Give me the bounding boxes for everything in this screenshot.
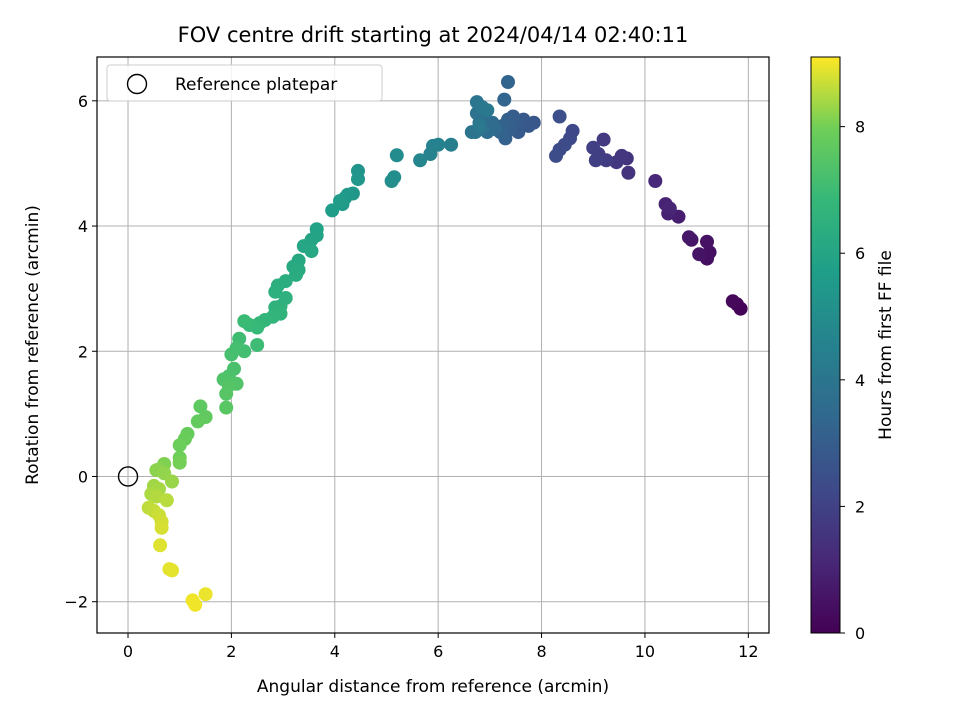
data-point <box>384 174 399 188</box>
data-point <box>552 109 567 124</box>
data-point <box>480 103 495 118</box>
plot-frame <box>96 56 770 634</box>
data-point <box>692 247 707 262</box>
data-point <box>549 148 563 163</box>
y-tick-label: 2 <box>78 342 88 361</box>
y-axis-label: Rotation from reference (arcmin) <box>23 205 43 485</box>
y-tick-label: 0 <box>78 467 88 486</box>
x-tick-label: 0 <box>123 642 133 661</box>
legend-marker <box>126 73 148 95</box>
plot-area: 0 2 4 6 8 10 12 −2 0 2 4 6 Reference platepar <box>64 56 770 661</box>
data-point <box>596 132 611 147</box>
data-point <box>162 562 177 577</box>
data-point <box>586 140 601 155</box>
data-point <box>444 137 459 152</box>
data-point <box>325 203 340 218</box>
data-point <box>501 75 515 89</box>
data-point <box>423 147 438 161</box>
data-point <box>588 153 603 168</box>
data-point <box>172 455 187 470</box>
data-point <box>153 538 168 553</box>
data-point <box>497 92 512 107</box>
x-axis-label: Angular distance from reference (arcmin) <box>257 677 609 697</box>
data-point <box>700 234 714 249</box>
colorbar: 0 2 4 6 8 <box>810 56 865 643</box>
x-tick-label: 2 <box>226 642 236 661</box>
y-tick-label: 4 <box>78 217 88 236</box>
x-tick-label: 8 <box>536 642 546 661</box>
reference-point-marker <box>117 466 139 487</box>
colorbar-gradient <box>810 56 841 634</box>
colorbar-tick-label: 2 <box>855 497 865 516</box>
data-point <box>725 294 740 309</box>
colorbar-tick-label: 0 <box>855 624 865 643</box>
data-point <box>219 400 234 415</box>
data-point <box>472 118 487 133</box>
data-point <box>219 386 234 401</box>
data-point <box>250 338 265 352</box>
legend-box <box>106 64 383 102</box>
x-tick-label: 4 <box>330 642 340 661</box>
y-tick-label: 6 <box>78 92 88 111</box>
data-point <box>165 474 179 489</box>
legend-label: Reference platepar <box>175 75 337 95</box>
data-point <box>413 153 428 168</box>
data-point <box>193 399 208 414</box>
colorbar-label: Hours from first FF file <box>876 250 896 440</box>
data-point <box>188 597 203 612</box>
data-point <box>702 245 717 260</box>
colorbar-tick-label: 8 <box>855 118 865 137</box>
data-point <box>154 520 169 535</box>
legend: Reference platepar <box>106 64 383 102</box>
colorbar-tick-label: 4 <box>855 371 865 390</box>
x-tick-label: 6 <box>433 642 443 661</box>
data-point <box>172 438 187 453</box>
data-point <box>159 493 174 508</box>
x-tick-label: 10 <box>635 642 655 661</box>
data-point <box>198 587 213 602</box>
data-point <box>190 414 205 429</box>
x-tick-label: 12 <box>738 642 758 661</box>
data-point <box>621 165 636 180</box>
data-point <box>224 347 239 362</box>
data-point <box>662 201 677 216</box>
data-points <box>141 75 748 612</box>
colorbar-tick-label: 6 <box>855 244 865 263</box>
data-point <box>333 194 347 208</box>
data-point <box>648 174 663 188</box>
data-point <box>237 314 252 329</box>
data-point <box>351 172 365 187</box>
chart-title: FOV centre drift starting at 2024/04/14 … <box>178 23 689 47</box>
data-point <box>304 244 319 259</box>
data-point <box>268 284 283 299</box>
data-point <box>289 267 303 282</box>
data-point <box>389 148 404 163</box>
data-point <box>681 230 696 245</box>
y-tick-label: −2 <box>64 593 88 612</box>
